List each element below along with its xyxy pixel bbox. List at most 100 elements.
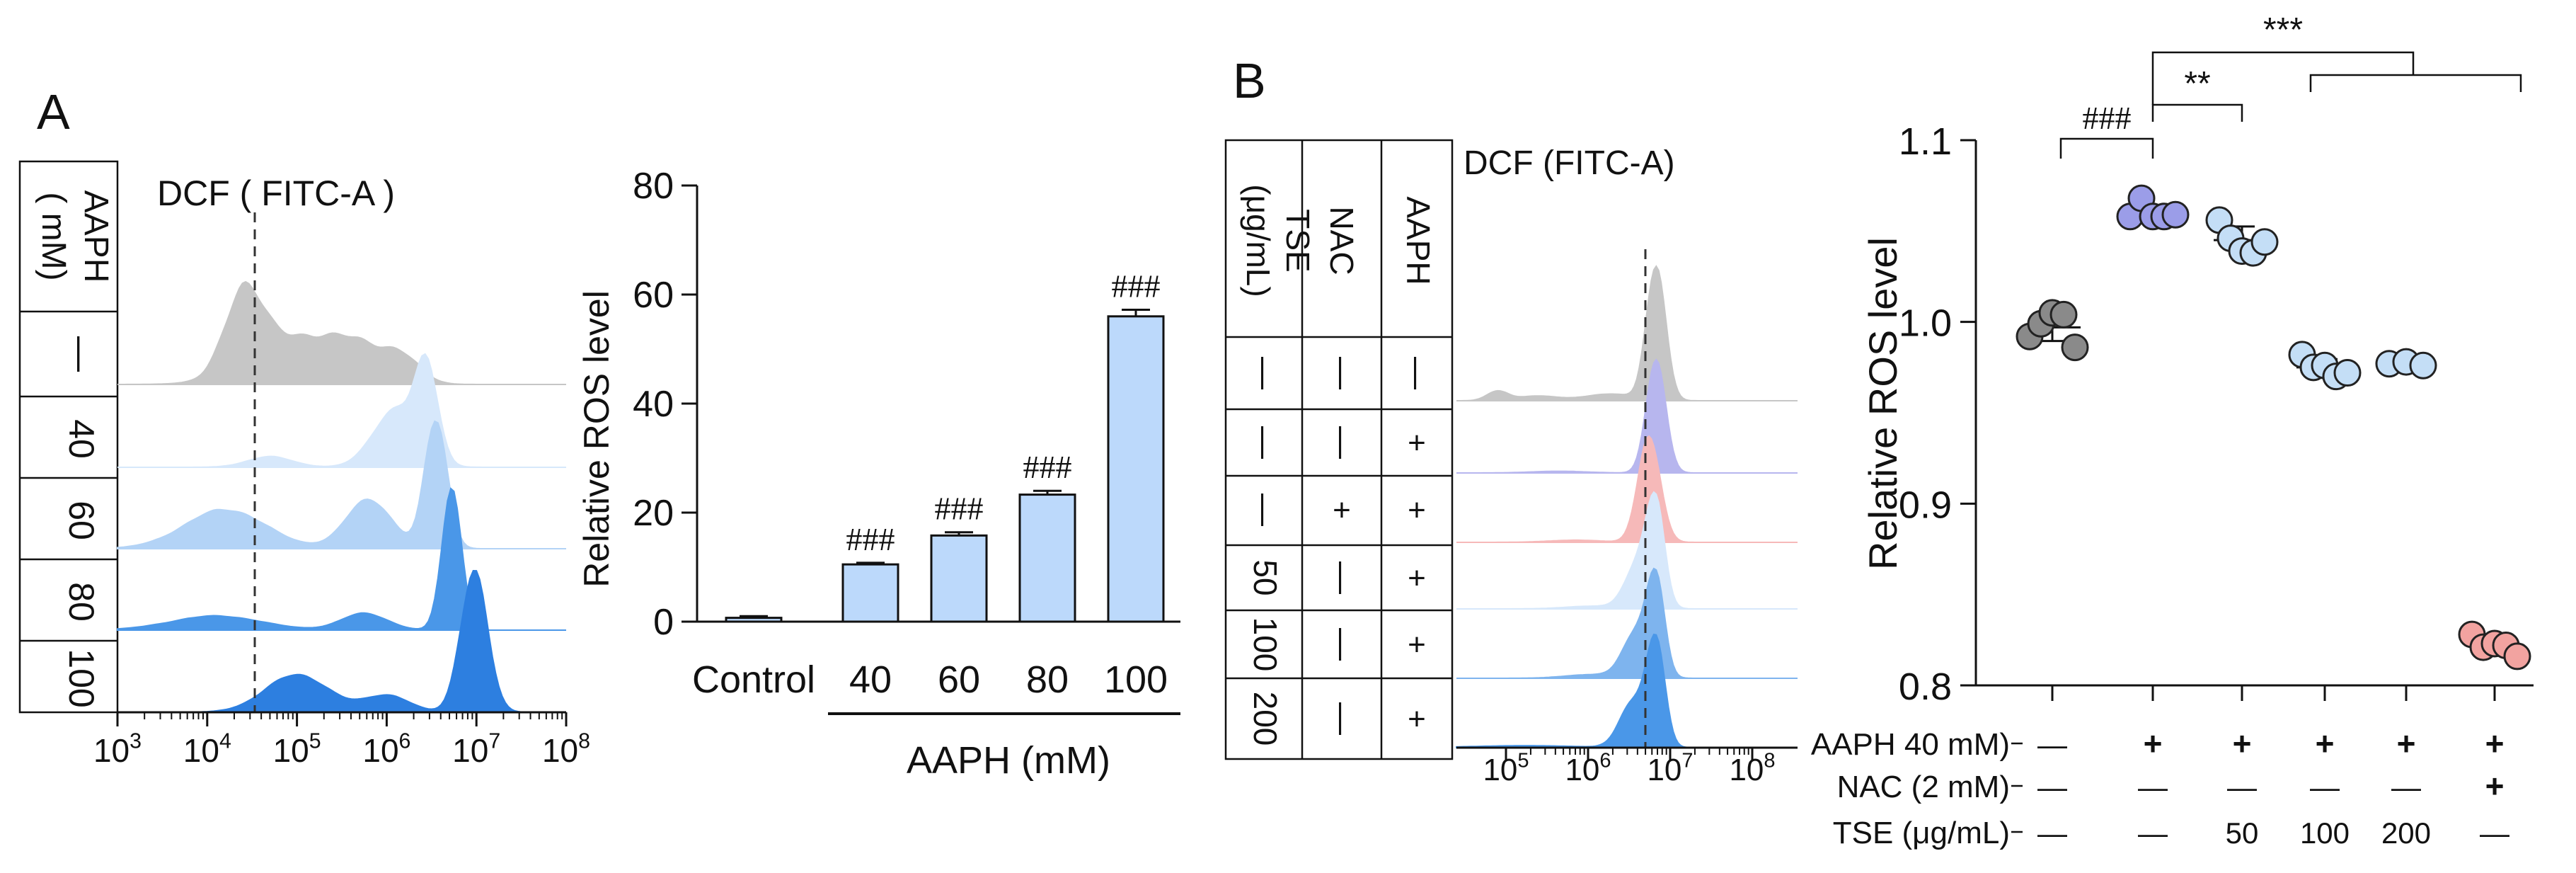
histA-x-tick-label: 105 xyxy=(273,730,321,769)
condition-row-label: TSE (μg/mL) xyxy=(1833,816,2010,850)
histB-cell-aaph: + xyxy=(1408,627,1426,662)
condition-cell: 200 xyxy=(2381,816,2431,850)
condition-cell: — xyxy=(2138,816,2168,850)
histA-title: DCF ( FITC-A ) xyxy=(157,173,395,213)
sig-bracket-0 xyxy=(2059,137,2154,159)
dot-point-2 xyxy=(2250,228,2279,256)
dot-point-3 xyxy=(2333,359,2362,387)
histB-histogram-2 xyxy=(1456,435,1798,543)
condition-cell: — xyxy=(2037,770,2067,804)
panel-label-b: B xyxy=(1233,53,1266,108)
bar-0 xyxy=(725,617,783,623)
condition-cell: + xyxy=(2316,725,2335,762)
histB-cell-nac: — xyxy=(1325,426,1362,459)
sig-bracket-2 xyxy=(2151,51,2415,105)
histB-cell-aaph: + xyxy=(1408,426,1426,460)
bar-x-tick-label: 40 xyxy=(849,658,892,701)
bar-x-tick-label: 80 xyxy=(1026,658,1069,701)
condition-cell: — xyxy=(2480,816,2509,850)
histB-cell-tse: — xyxy=(1247,426,1284,459)
histB-cell-nac: — xyxy=(1325,702,1362,735)
histA-histogram-0 xyxy=(117,280,566,385)
histB-cell-tse: 50 xyxy=(1247,559,1284,595)
bar-y-tick-label: 0 xyxy=(653,602,674,643)
dot-point-4 xyxy=(2409,351,2437,380)
histB-cell-nac: + xyxy=(1333,493,1351,527)
dot-point-1 xyxy=(2161,200,2190,229)
condition-cell: + xyxy=(2397,725,2416,762)
histB-histogram-0 xyxy=(1456,265,1798,401)
condition-row-label: AAPH 40 mM) xyxy=(1811,727,2010,762)
condition-cell: — xyxy=(2227,770,2257,804)
histB-histogram-1 xyxy=(1456,358,1798,474)
bar-y-tick-label: 20 xyxy=(633,493,674,534)
histA-row-label: 100 xyxy=(62,649,101,707)
condition-cell: 50 xyxy=(2226,816,2259,850)
histA-table xyxy=(18,160,119,714)
dot-point-0 xyxy=(2049,300,2078,329)
histA-x-tick-label: 106 xyxy=(362,730,410,769)
condition-cell: + xyxy=(2485,725,2505,762)
histA-row-label: 80 xyxy=(62,582,101,622)
condition-cell: + xyxy=(2144,725,2163,762)
histA-histogram-3 xyxy=(117,487,566,631)
histB-cell-tse: — xyxy=(1247,493,1284,526)
bar-x-tick-label: Control xyxy=(692,658,815,701)
panel-label-a: A xyxy=(37,84,70,139)
condition-cell: — xyxy=(2037,816,2067,850)
bar-y-tick-label: 40 xyxy=(633,384,674,425)
histB-cell-nac: — xyxy=(1325,561,1362,594)
histA-histogram-1 xyxy=(117,353,566,468)
dot-y-tick-label: 0.8 xyxy=(1899,666,1952,708)
bar-annotation-3: ### xyxy=(1023,449,1072,485)
dot-chart: Relative ROS level 0.80.91.01.1 ###*****… xyxy=(1811,11,2534,850)
condition-cell: — xyxy=(2037,728,2067,761)
bar-annotation-1: ### xyxy=(846,521,895,557)
histB-x-tick-label: 106 xyxy=(1565,750,1611,787)
histB-cell-nac: — xyxy=(1325,357,1362,389)
histB-cell-aaph: + xyxy=(1408,561,1426,595)
bar-3 xyxy=(1018,493,1076,623)
sig-bracket-2-sub xyxy=(2309,74,2522,92)
dot-y-tick-label: 1.0 xyxy=(1899,302,1952,345)
histB-x-tick-label: 105 xyxy=(1483,750,1529,787)
sig-bracket-1-label: ** xyxy=(2184,65,2210,103)
histB-x-axis: 105 106 107 108 xyxy=(1456,746,1798,787)
histA-x-tick-label: 104 xyxy=(183,730,231,769)
sig-bracket-1 xyxy=(2151,103,2243,122)
histB-header-tse: TSE xyxy=(1280,209,1316,272)
histA-histogram-2 xyxy=(117,420,566,549)
bar-chart: Relative ROS level 0 20 40 60 80 ### ### ### ##… xyxy=(577,166,1180,782)
bar-annotation-2: ### xyxy=(935,491,984,527)
histA-row-label: 40 xyxy=(62,419,101,459)
histB-x-tick-label: 107 xyxy=(1647,750,1693,787)
condition-cell: — xyxy=(2138,770,2168,804)
histB-x-tick-label: 108 xyxy=(1729,750,1775,787)
condition-cell: + xyxy=(2233,725,2252,762)
bar-1 xyxy=(841,563,899,623)
histB-histogram-3 xyxy=(1456,491,1798,610)
condition-cell: 100 xyxy=(2300,816,2350,850)
histB-cell-nac: — xyxy=(1325,628,1362,661)
bar-y-tick-label: 80 xyxy=(633,166,674,207)
histA-x-axis: 103 104 105 106 107 108 xyxy=(93,711,590,769)
histB-title: DCF (FITC-A) xyxy=(1464,144,1675,182)
histB-header-aaph: AAPH xyxy=(1400,196,1437,285)
histA-histogram-4 xyxy=(117,569,566,713)
histB-cell-aaph: + xyxy=(1408,702,1426,736)
sig-bracket-0-label: ### xyxy=(2083,100,2132,136)
sig-bracket-2-label: *** xyxy=(2263,11,2303,49)
dot-y-tick-label: 0.9 xyxy=(1899,484,1952,526)
bar-y-tick-label: 60 xyxy=(633,275,674,316)
histB-header-nac: NAC xyxy=(1323,206,1360,275)
condition-cell: + xyxy=(2485,768,2505,804)
histA-header-unit: ( mM) xyxy=(35,192,72,280)
histB-header-tse-unit: (μg/mL) xyxy=(1240,184,1277,297)
condition-row-label: NAC (2 mM) xyxy=(1837,770,2010,804)
bar-4 xyxy=(1107,315,1165,623)
condition-cell: — xyxy=(2391,770,2421,804)
bar-x-tick-label: 60 xyxy=(938,658,980,701)
condition-cell: — xyxy=(2310,770,2340,804)
histB-cell-tse: 100 xyxy=(1247,617,1284,672)
